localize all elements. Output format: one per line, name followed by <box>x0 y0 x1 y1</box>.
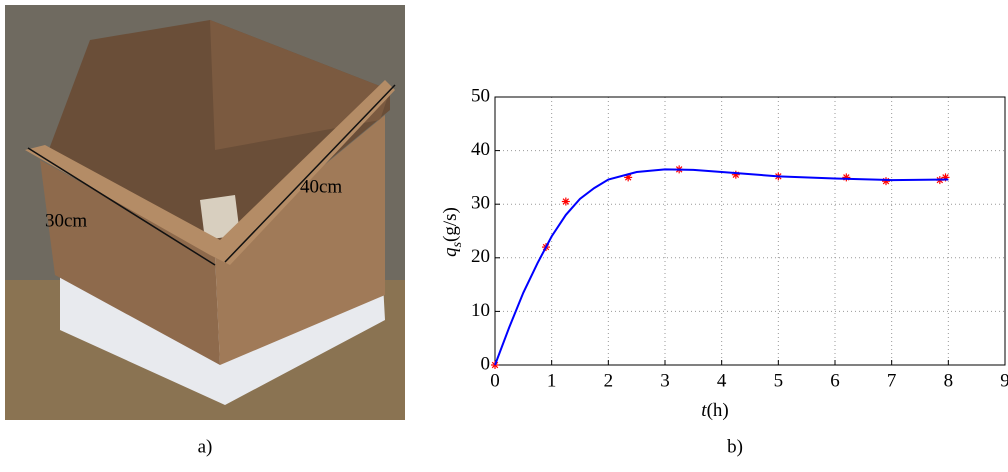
y-label-unit: (g/s) <box>440 207 461 242</box>
y-label-subscript: s <box>450 241 465 247</box>
y-tick-label: 30 <box>471 193 490 214</box>
x-tick-label: 3 <box>660 370 670 391</box>
x-tick-label: 2 <box>604 370 614 391</box>
box-right-side <box>215 115 385 365</box>
x-tick-label: 5 <box>774 370 784 391</box>
x-tick-label: 1 <box>547 370 557 391</box>
y-label-symbol: q <box>440 247 461 257</box>
x-label-symbol: t <box>701 400 707 421</box>
y-axis-label: qs(g/s) <box>440 207 465 257</box>
x-tick-label: 0 <box>490 370 500 391</box>
box-back <box>210 20 390 150</box>
dimension-label: 30cm <box>45 210 87 231</box>
x-tick-label: 4 <box>717 370 727 391</box>
sand <box>200 195 240 240</box>
y-tick-label: 0 <box>481 353 491 374</box>
caption: a) <box>198 436 213 457</box>
asterisk-stroke <box>562 198 570 205</box>
x-axis-label: t(h) <box>701 400 728 421</box>
x-tick-label: 9 <box>1000 370 1008 391</box>
x-tick-label: 6 <box>830 370 840 391</box>
data-point <box>882 177 890 186</box>
y-tick-label: 10 <box>471 300 490 321</box>
data-point <box>561 197 570 206</box>
y-tick-label: 50 <box>471 85 490 106</box>
dimension-label: 40cm <box>300 176 342 197</box>
caption: b) <box>727 436 743 457</box>
x-label-unit: (h) <box>707 400 729 421</box>
y-tick-label: 20 <box>471 246 490 267</box>
dimension-line <box>27 147 216 266</box>
y-tick-label: 40 <box>471 139 490 160</box>
data-point <box>842 173 851 182</box>
plot-frame <box>494 96 1006 366</box>
box-front <box>40 160 220 365</box>
x-tick-label: 8 <box>944 370 954 391</box>
fit-line <box>494 168 949 366</box>
x-tick-label: 7 <box>887 370 897 391</box>
photo: 30cm 40cm <box>5 5 405 420</box>
asterisk-stroke <box>624 174 632 181</box>
dimension-line <box>224 84 396 263</box>
